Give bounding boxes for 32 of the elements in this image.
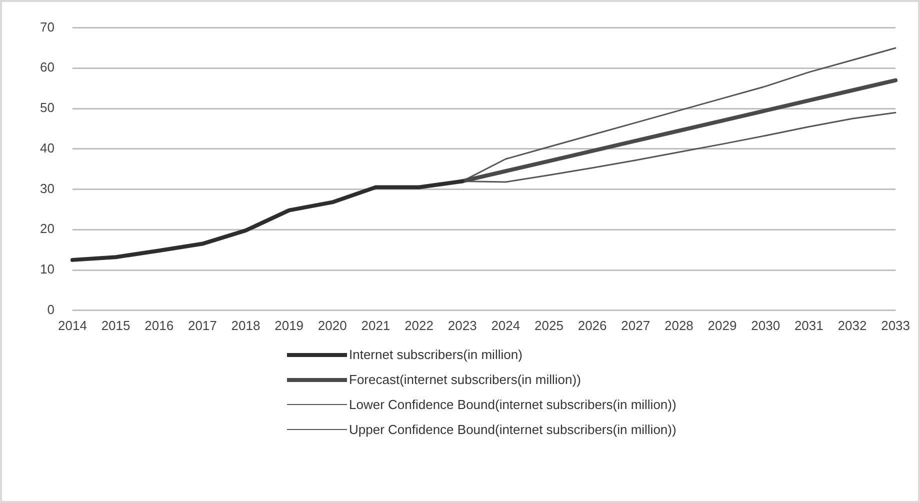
x-tick-label: 2020 xyxy=(318,318,347,333)
y-tick-label: 10 xyxy=(40,262,54,277)
legend-label: Internet subscribers(in million) xyxy=(349,347,522,362)
x-tick-label: 2028 xyxy=(664,318,694,333)
x-tick-label: 2019 xyxy=(274,318,304,333)
x-tick-label: 2029 xyxy=(708,318,737,333)
y-tick-label: 70 xyxy=(40,19,54,34)
x-tick-label: 2024 xyxy=(491,318,520,333)
x-tick-label: 2016 xyxy=(144,318,174,333)
x-tick-label: 2033 xyxy=(881,318,910,333)
y-tick-label: 50 xyxy=(40,100,54,116)
x-tick-label: 2022 xyxy=(404,318,434,333)
y-tick-label: 30 xyxy=(40,180,54,196)
x-tick-label: 2032 xyxy=(838,318,867,333)
x-tick-label: 2017 xyxy=(188,318,217,333)
y-tick-label: 20 xyxy=(40,221,54,236)
x-tick-label: 2018 xyxy=(231,318,260,333)
legend-label: Lower Confidence Bound(internet subscribers(in million)) xyxy=(349,397,676,412)
x-tick-label: 2021 xyxy=(361,318,390,333)
x-tick-label: 2025 xyxy=(534,318,564,333)
legend-label: Forecast(internet subscribers(in million)) xyxy=(349,372,581,387)
x-tick-label: 2027 xyxy=(621,318,650,333)
y-tick-label: 40 xyxy=(40,140,54,156)
y-tick-label: 0 xyxy=(47,302,54,317)
x-tick-label: 2031 xyxy=(794,318,824,333)
x-tick-label: 2030 xyxy=(751,318,780,333)
y-tick-label: 60 xyxy=(40,60,54,75)
x-tick-label: 2023 xyxy=(448,318,477,333)
x-tick-label: 2015 xyxy=(101,318,130,333)
x-tick-label: 2026 xyxy=(578,318,607,333)
x-tick-label: 2014 xyxy=(58,318,87,333)
legend-label: Upper Confidence Bound(internet subscribers(in million)) xyxy=(349,422,676,437)
